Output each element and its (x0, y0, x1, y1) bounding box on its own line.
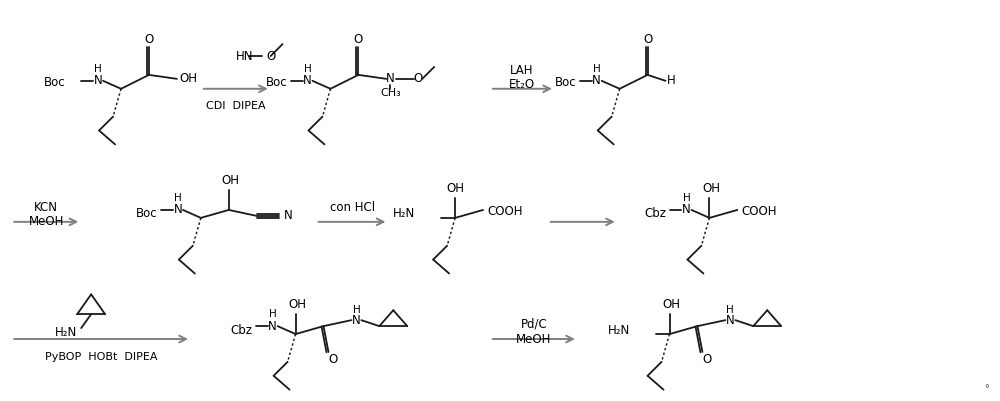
Text: N: N (174, 203, 182, 217)
Text: H₂N: H₂N (55, 326, 77, 338)
Text: N: N (386, 72, 395, 85)
Text: O: O (144, 32, 154, 46)
Text: H₂N: H₂N (607, 324, 630, 336)
Text: MeOH: MeOH (516, 332, 552, 346)
Text: H: H (304, 64, 311, 74)
Text: Cbz: Cbz (645, 207, 667, 221)
Text: Pd/C: Pd/C (521, 318, 547, 331)
Text: °: ° (984, 384, 989, 394)
Text: H₂N: H₂N (393, 207, 415, 221)
Text: OH: OH (446, 182, 464, 194)
Text: Cbz: Cbz (231, 324, 253, 336)
Text: con HCl: con HCl (330, 201, 375, 215)
Text: OH: OH (180, 72, 198, 85)
Text: H: H (94, 64, 102, 74)
Text: H: H (593, 64, 601, 74)
Text: H: H (667, 74, 676, 87)
Text: COOH: COOH (742, 205, 777, 219)
Text: KCN: KCN (34, 201, 58, 215)
Text: OH: OH (289, 298, 307, 311)
Text: H: H (683, 193, 690, 203)
Text: O: O (703, 353, 712, 367)
Text: CH₃: CH₃ (380, 88, 401, 98)
Text: CDI  DIPEA: CDI DIPEA (206, 101, 266, 111)
Text: Et₂O: Et₂O (509, 78, 535, 91)
Text: HN: HN (236, 49, 253, 63)
Text: LAH: LAH (510, 65, 534, 77)
Text: Boc: Boc (136, 207, 158, 221)
Text: Boc: Boc (555, 76, 577, 89)
Text: O: O (354, 32, 363, 46)
Text: N: N (284, 209, 293, 223)
Text: N: N (592, 74, 601, 87)
Text: OH: OH (663, 298, 681, 311)
Text: H: H (726, 305, 734, 315)
Text: OH: OH (222, 174, 240, 186)
Text: OH: OH (702, 182, 720, 194)
Text: COOH: COOH (487, 205, 523, 219)
Text: Boc: Boc (44, 76, 65, 89)
Text: H: H (269, 309, 277, 319)
Text: N: N (94, 74, 102, 87)
Text: PyBOP  HOBt  DIPEA: PyBOP HOBt DIPEA (45, 352, 157, 362)
Text: MeOH: MeOH (29, 215, 64, 228)
Text: H: H (353, 305, 360, 315)
Text: N: N (303, 74, 312, 87)
Text: O: O (329, 353, 338, 367)
Text: H: H (174, 193, 182, 203)
Text: N: N (726, 314, 735, 327)
Text: O: O (643, 32, 652, 46)
Text: N: N (268, 320, 277, 332)
Text: N: N (352, 314, 361, 327)
Text: O: O (414, 72, 423, 85)
Text: Boc: Boc (266, 76, 288, 89)
Text: N: N (682, 203, 691, 217)
Text: O: O (266, 49, 275, 63)
